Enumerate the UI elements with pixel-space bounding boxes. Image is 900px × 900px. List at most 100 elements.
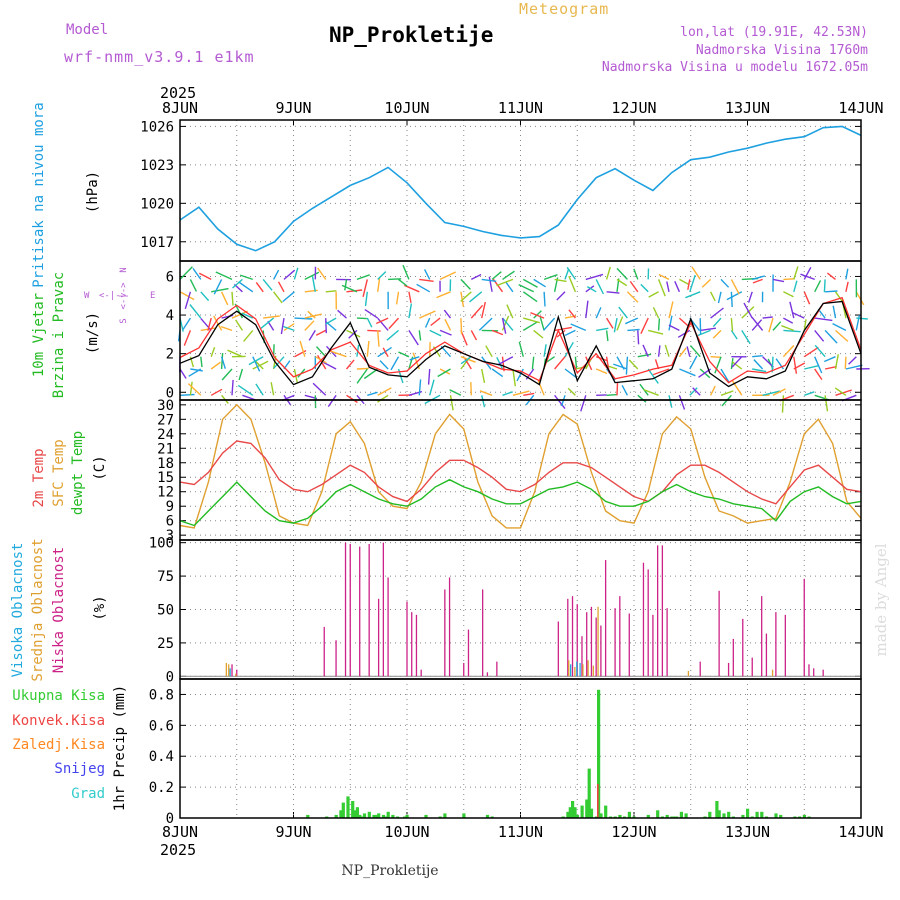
wind-arrow bbox=[616, 278, 628, 287]
wind-arrow bbox=[388, 317, 400, 330]
wind-arrow bbox=[325, 317, 337, 325]
wind-arrow bbox=[814, 329, 825, 342]
wind-arrow bbox=[356, 368, 368, 384]
wind-arrow bbox=[418, 330, 422, 341]
temp-ytick-label: 6 bbox=[166, 514, 174, 530]
wind-arrow bbox=[469, 291, 483, 303]
total-precip-bar bbox=[717, 810, 721, 818]
wind-arrow bbox=[814, 368, 823, 380]
wind-arrow bbox=[449, 389, 462, 396]
compass-s: S bbox=[119, 318, 129, 323]
wind-arrow bbox=[356, 367, 369, 370]
wind-arrow bbox=[311, 276, 316, 292]
wind-arrow bbox=[395, 291, 400, 305]
wind-ytick-label: 4 bbox=[166, 308, 174, 324]
temp-unit: (C) bbox=[92, 455, 108, 480]
wind-arrow bbox=[470, 382, 472, 396]
wind-arrow bbox=[198, 272, 212, 281]
wind-arrow bbox=[179, 291, 195, 301]
wind-arrow bbox=[200, 317, 212, 331]
wind-arrow bbox=[439, 271, 457, 281]
total-precip-bar bbox=[306, 814, 310, 818]
wind-arrow bbox=[625, 317, 639, 325]
wind-arrow bbox=[574, 356, 578, 369]
wind-arrow bbox=[804, 365, 819, 370]
wind-arrow bbox=[416, 283, 431, 293]
legend-conv: Konvek.Kisa bbox=[12, 713, 105, 729]
wind-arrow bbox=[282, 291, 295, 303]
wind-arrow bbox=[210, 361, 221, 370]
wind-arrow bbox=[752, 278, 763, 284]
pressure-labels: Pritisak na nivou mora (hPa) bbox=[31, 102, 101, 287]
elevation-text: Nadmorska Visina 1760m bbox=[696, 43, 868, 58]
x-tick-label-top: 8JUN bbox=[162, 99, 198, 117]
wind-arrow bbox=[835, 389, 852, 396]
x-axis-top: 8JUN 9JUN 10JUN 11JUN 12JUN 13JUN 14JUN bbox=[162, 99, 884, 126]
wind-arrow bbox=[408, 303, 413, 319]
wind-arrow bbox=[666, 281, 670, 292]
compass-n: N bbox=[119, 267, 129, 272]
total-precip-bar bbox=[571, 801, 575, 818]
wind-arrow bbox=[585, 300, 589, 319]
legend-hail: Grad bbox=[71, 786, 105, 802]
wind-arrow bbox=[327, 394, 337, 407]
wind-arrow bbox=[443, 309, 452, 319]
wind-arrow bbox=[523, 317, 540, 324]
wind-arrow bbox=[423, 269, 431, 280]
wind-arrow bbox=[255, 281, 264, 293]
wind-arrow bbox=[605, 330, 609, 342]
total-precip-bar bbox=[346, 796, 350, 818]
wind-arrow bbox=[637, 330, 640, 345]
total-precip-bar bbox=[568, 807, 572, 818]
wind-arrow bbox=[390, 356, 400, 371]
wind-arrow bbox=[564, 268, 570, 280]
temp-ytick-label: 27 bbox=[157, 412, 174, 428]
wind-arrow bbox=[783, 329, 801, 333]
wind-arrow bbox=[463, 357, 472, 370]
wind-arrow bbox=[189, 279, 198, 292]
credit-text: made by Angel bbox=[872, 543, 890, 656]
wind-arrow bbox=[803, 266, 812, 280]
wind-arrow bbox=[844, 356, 847, 369]
wind-arrow bbox=[668, 395, 673, 408]
wind-arrow bbox=[741, 330, 751, 345]
wind-arrow bbox=[220, 353, 224, 370]
total-precip-bar bbox=[604, 805, 608, 818]
coords-text: lon,lat (19.91E, 42.53N) bbox=[680, 25, 868, 40]
x-tick-label-top: 13JUN bbox=[725, 99, 770, 117]
wind-arrow bbox=[668, 315, 673, 331]
cloud-ytick-label: 75 bbox=[157, 569, 174, 585]
station-title: NP_Prokletije bbox=[329, 23, 493, 47]
total-precip-bar bbox=[391, 814, 395, 818]
wind-arrow bbox=[382, 347, 389, 358]
wind-arrow bbox=[855, 291, 865, 306]
wind-arrow bbox=[213, 315, 223, 331]
legend-freezing: Zaledj.Kisa bbox=[12, 737, 105, 753]
total-precip-bar bbox=[386, 811, 390, 818]
wind-arrow bbox=[586, 285, 597, 293]
total-precip-bar bbox=[715, 801, 719, 818]
wind-arrow bbox=[595, 368, 608, 375]
wind-arrow bbox=[720, 278, 730, 288]
wind-arrow bbox=[377, 271, 387, 280]
wind-arrow bbox=[485, 345, 493, 358]
wind-ytick-label: 0 bbox=[166, 385, 174, 401]
wind-arrow bbox=[832, 322, 847, 332]
wind-arrow bbox=[341, 284, 358, 293]
wind-arrow bbox=[533, 329, 544, 339]
wind-arrow bbox=[221, 368, 233, 381]
wind-arrow bbox=[437, 368, 451, 378]
wind-arrow bbox=[379, 360, 389, 370]
wind-arrow bbox=[345, 359, 355, 370]
total-precip-bar bbox=[334, 814, 338, 818]
wind-arrow bbox=[213, 279, 223, 295]
footer-title: NP_Prokletije bbox=[341, 863, 438, 879]
wind-ytick-label: 6 bbox=[166, 269, 174, 285]
wind-arrow bbox=[678, 347, 687, 358]
wind-arrow bbox=[184, 291, 192, 310]
wind-arrow bbox=[570, 323, 587, 332]
wind-arrow bbox=[325, 318, 327, 334]
total-precip-bar bbox=[339, 810, 343, 818]
total-precip-bar bbox=[741, 814, 745, 818]
compass-w: W bbox=[84, 291, 90, 301]
